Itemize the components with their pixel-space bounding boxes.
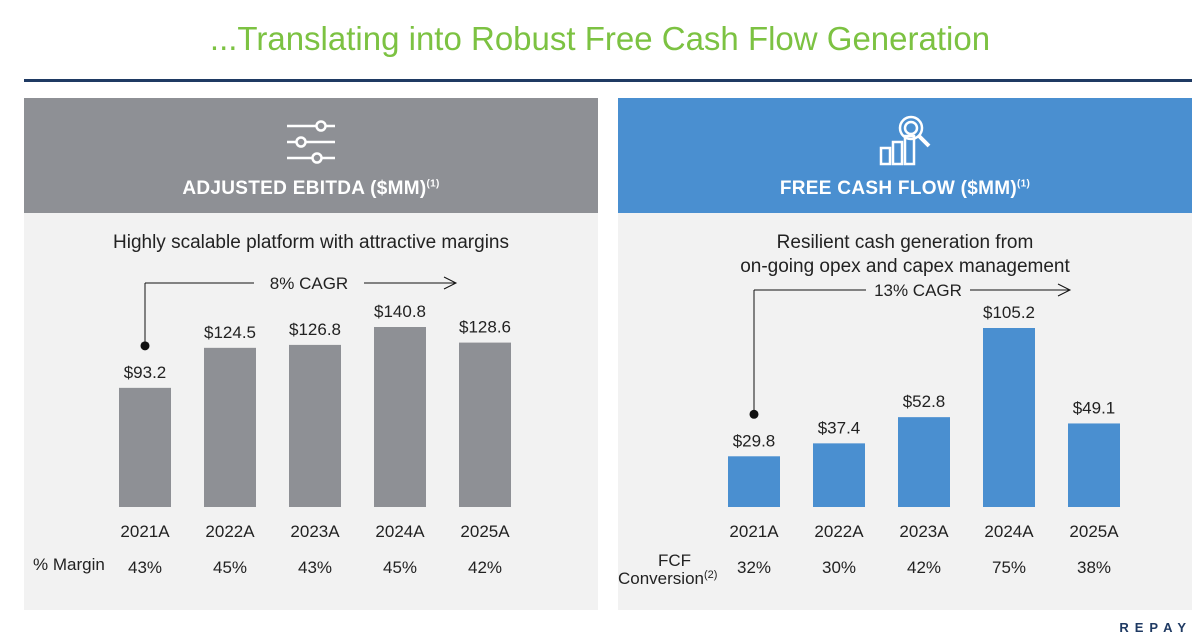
row-value: 30% bbox=[822, 558, 856, 577]
page-title: ...Translating into Robust Free Cash Flo… bbox=[209, 20, 991, 57]
bar-value-label: $124.5 bbox=[204, 323, 256, 342]
row-value: 43% bbox=[298, 558, 332, 577]
row-value: 32% bbox=[737, 558, 771, 577]
row-value: 38% bbox=[1077, 558, 1111, 577]
bar-value-label: $29.8 bbox=[733, 431, 776, 450]
bar bbox=[813, 443, 865, 507]
bar bbox=[374, 327, 426, 507]
x-tick-label: 2023A bbox=[899, 522, 949, 541]
bar bbox=[204, 347, 256, 507]
ebitda-subtitle: Highly scalable platform with attractive… bbox=[113, 232, 509, 253]
row-value: 42% bbox=[907, 558, 941, 577]
fcf-header-title: FREE CASH FLOW ($MM)(1) bbox=[779, 178, 1031, 199]
cagr-arrowhead bbox=[443, 276, 458, 290]
bar bbox=[983, 328, 1035, 507]
x-tick-label: 2024A bbox=[375, 522, 425, 541]
bar-value-label: $126.8 bbox=[289, 320, 341, 339]
fcf-panel: FREE CASH FLOW ($MM)(1) Resilient cash g… bbox=[618, 98, 1192, 610]
fcf-subtitle-line1: Resilient cash generation from bbox=[776, 232, 1034, 253]
bar-value-label: $93.2 bbox=[124, 363, 167, 382]
bar-value-label: $49.1 bbox=[1073, 398, 1116, 417]
x-tick-label: 2022A bbox=[814, 522, 864, 541]
ebitda-chart: $93.2 2021A 43% $124.5 2022A 45% $126.8 2023A 43… bbox=[119, 274, 511, 577]
bar-value-label: $128.6 bbox=[459, 318, 511, 337]
margin-row-label: % Margin bbox=[33, 555, 105, 574]
fcf-row-label-2: Conversion(2) bbox=[618, 569, 718, 588]
fcf-row-label: FCF bbox=[658, 551, 692, 570]
title-divider bbox=[24, 79, 1192, 82]
bar-value-label: $105.2 bbox=[983, 303, 1035, 322]
bar bbox=[898, 417, 950, 507]
bar-value-label: $37.4 bbox=[818, 418, 861, 437]
bar-value-label: $52.8 bbox=[903, 392, 946, 411]
cagr-label: 13% CAGR bbox=[874, 281, 962, 300]
magnifier-chart-icon bbox=[879, 115, 931, 166]
cagr-label: 8% CAGR bbox=[270, 274, 348, 293]
bar bbox=[119, 387, 171, 507]
bar bbox=[728, 456, 780, 507]
bar bbox=[1068, 423, 1120, 507]
bar bbox=[459, 342, 511, 507]
fcf-chart: $29.8 2021A 32% $37.4 2022A 30% $52.8 2023A 42% $… bbox=[728, 281, 1120, 577]
x-tick-label: 2021A bbox=[120, 522, 170, 541]
row-value: 42% bbox=[468, 558, 502, 577]
ebitda-panel: ADJUSTED EBITDA ($MM)(1) Highly scalable… bbox=[24, 98, 598, 610]
ebitda-header-title: ADJUSTED EBITDA ($MM)(1) bbox=[182, 178, 440, 199]
row-value: 43% bbox=[128, 558, 162, 577]
x-tick-label: 2024A bbox=[984, 522, 1034, 541]
sliders-icon bbox=[287, 120, 335, 164]
x-tick-label: 2025A bbox=[460, 522, 510, 541]
fcf-header: FREE CASH FLOW ($MM)(1) bbox=[618, 98, 1192, 213]
ebitda-header: ADJUSTED EBITDA ($MM)(1) bbox=[24, 98, 598, 213]
row-value: 75% bbox=[992, 558, 1026, 577]
row-value: 45% bbox=[383, 558, 417, 577]
fcf-subtitle-line2: on-going opex and capex management bbox=[740, 256, 1070, 277]
x-tick-label: 2023A bbox=[290, 522, 340, 541]
row-value: 45% bbox=[213, 558, 247, 577]
bar-value-label: $140.8 bbox=[374, 302, 426, 321]
cagr-arrowhead bbox=[1057, 283, 1072, 297]
x-tick-label: 2022A bbox=[205, 522, 255, 541]
brand-logo-fragment: REPAY bbox=[1119, 620, 1192, 635]
x-tick-label: 2025A bbox=[1069, 522, 1119, 541]
cagr-start-dot bbox=[140, 341, 150, 351]
x-tick-label: 2021A bbox=[729, 522, 779, 541]
bar bbox=[289, 344, 341, 507]
